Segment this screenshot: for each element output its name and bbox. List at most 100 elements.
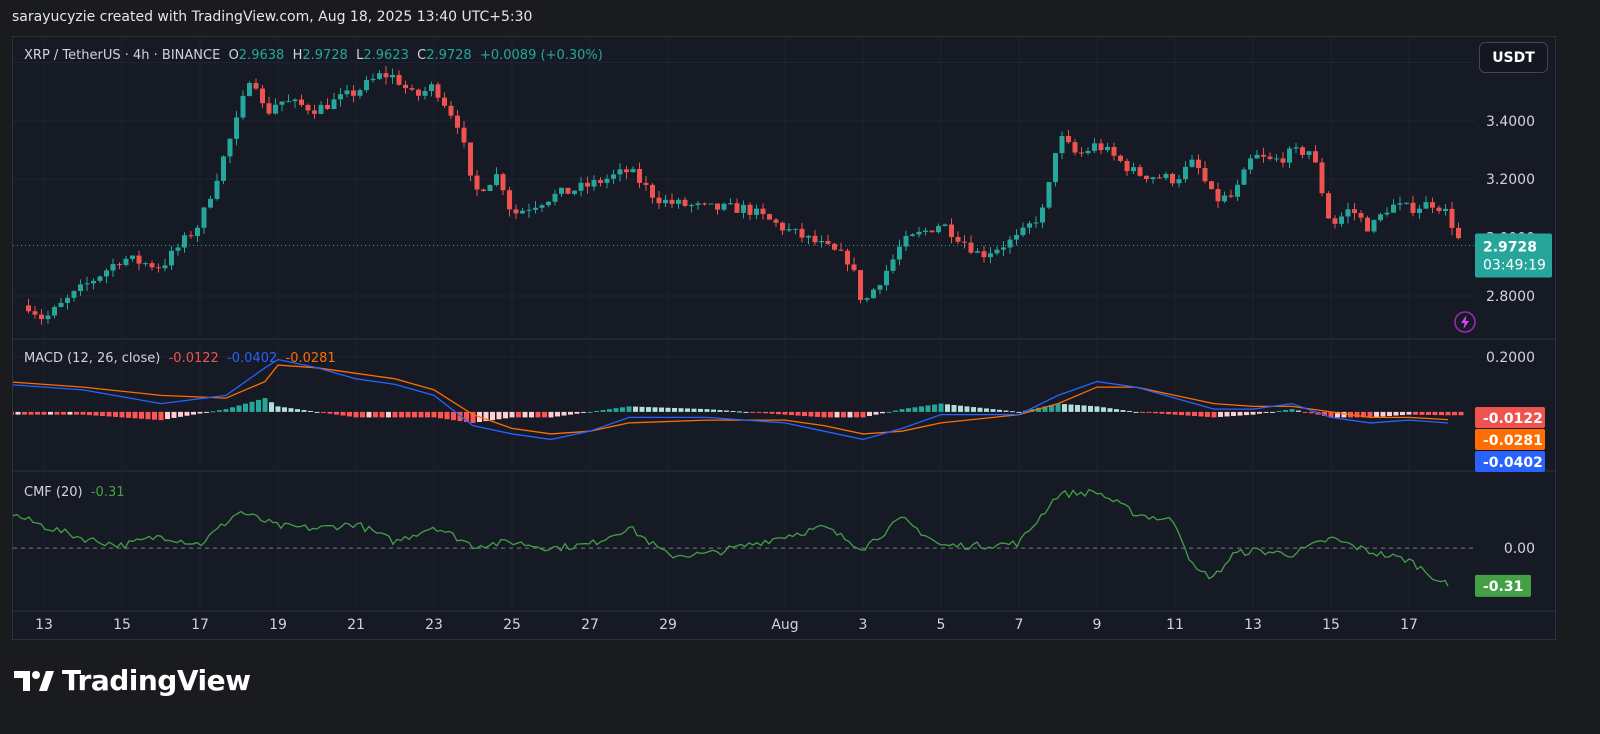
macd-histogram-bar	[880, 411, 885, 414]
macd-histogram-bar	[28, 411, 34, 415]
tradingview-brand[interactable]: TradingView	[14, 664, 251, 697]
macd-histogram-bar	[834, 411, 840, 418]
candle-body	[507, 190, 512, 210]
candle-body	[1040, 207, 1045, 223]
macd-histogram-bar	[1172, 411, 1178, 415]
macd-histogram-bar	[893, 410, 898, 412]
cmf-line	[13, 488, 1449, 587]
symbol-name: XRP / TetherUS · 4h · BINANCE	[24, 48, 221, 63]
macd-histogram-bar	[210, 411, 216, 413]
macd-histogram-bar	[1211, 411, 1217, 418]
macd-histogram-bar	[431, 411, 437, 418]
macd-histogram-bar	[1140, 411, 1145, 413]
candle-body	[201, 207, 207, 228]
time-axis-label: 3	[859, 617, 868, 633]
macd-histogram-bar	[860, 411, 866, 418]
macd-signal-badge	[1475, 429, 1545, 450]
candle-body	[910, 234, 915, 236]
macd-histogram-bar	[1010, 411, 1015, 413]
ohlc-close-label: C	[417, 48, 427, 63]
macd-histogram-bar	[899, 409, 905, 412]
candle-body	[786, 229, 792, 231]
candle-body	[1248, 158, 1253, 170]
candle-body	[1274, 158, 1279, 160]
macd-histogram-bar	[945, 404, 950, 412]
macd-histogram-bar	[13, 411, 14, 415]
candle-body	[182, 235, 187, 248]
candle-body	[819, 240, 824, 243]
macd-histogram-bar	[1393, 411, 1399, 416]
candle-body	[39, 314, 44, 320]
macd-histogram-bar	[1146, 411, 1152, 413]
candle-body	[1241, 169, 1247, 185]
macd-histogram-bar	[171, 411, 177, 418]
candle-body	[1085, 150, 1091, 154]
currency-button[interactable]: USDT	[1479, 42, 1548, 73]
candle-body	[383, 73, 389, 78]
candle-body	[1345, 209, 1351, 217]
macd-line	[13, 358, 1449, 441]
macd-histogram-bar	[1179, 411, 1184, 416]
macd-histogram-bar	[535, 411, 541, 418]
candle-body	[552, 193, 558, 202]
candle-body	[266, 103, 272, 114]
candle-body	[1111, 146, 1117, 156]
candle-body	[793, 228, 798, 230]
macd-histogram-bar	[275, 406, 281, 412]
macd-histogram-bar	[360, 411, 365, 418]
macd-histogram-bar	[802, 411, 807, 417]
macd-histogram-bar	[587, 411, 593, 413]
macd-histogram-bar	[1101, 407, 1106, 412]
macd-histogram-bar	[808, 411, 814, 417]
macd-histogram-bar	[1335, 411, 1340, 418]
candle-body	[741, 204, 746, 213]
price-axis-label: 2.8000	[1486, 289, 1535, 305]
macd-histogram-group	[13, 398, 1464, 423]
price-axis-label: 3.2000	[1486, 172, 1535, 188]
macd-histogram-bar	[113, 411, 118, 417]
candle-body	[455, 115, 460, 128]
candle-body	[279, 101, 285, 105]
macd-histogram-bar	[1387, 411, 1392, 417]
candle-body	[533, 207, 538, 210]
time-axis-label: 27	[581, 617, 599, 633]
candle-body	[884, 270, 889, 286]
candle-body	[422, 90, 428, 96]
macd-histogram-bar	[314, 411, 320, 413]
candle-body	[994, 249, 1000, 254]
candle-body	[546, 201, 551, 206]
macd-histogram-bar	[386, 411, 391, 418]
macd-histogram-bar	[685, 408, 690, 412]
chart-canvas[interactable]: 3.60003.40003.20002.80003.00002.972803:4…	[13, 37, 1555, 639]
macd-histogram-bar	[269, 402, 274, 412]
candle-body	[806, 235, 811, 238]
candle-body	[1066, 136, 1071, 143]
macd-histogram-bar	[425, 411, 430, 418]
macd-histogram-bar	[119, 411, 125, 418]
candle-body	[663, 199, 668, 204]
candle-body	[871, 289, 876, 299]
macd-histogram-bar	[327, 411, 333, 414]
candle-body	[299, 99, 304, 105]
candle-body	[1423, 202, 1429, 209]
macd-histogram-bar	[912, 407, 918, 412]
macd-histogram-bar	[405, 411, 411, 418]
macd-histogram-bar	[756, 411, 762, 413]
candle-body	[461, 127, 467, 143]
lightning-icon[interactable]	[1454, 311, 1476, 333]
panel-background	[13, 37, 1555, 339]
macd-histogram-bar	[633, 406, 638, 412]
macd-histogram-bar	[828, 411, 833, 418]
candle-body	[403, 84, 408, 89]
candle-body	[1209, 181, 1214, 190]
macd-histogram-bar	[646, 407, 651, 412]
macd-histogram-bar	[1088, 405, 1093, 412]
macd-histogram-value: -0.0122	[168, 351, 219, 366]
macd-histogram-bar	[74, 411, 79, 415]
macd-signal-value: -0.0281	[285, 351, 336, 366]
candle-body	[312, 110, 317, 114]
chart-frame[interactable]: 3.60003.40003.20002.80003.00002.972803:4…	[12, 36, 1556, 640]
candle-body	[1332, 218, 1338, 224]
macd-histogram-bar	[152, 411, 157, 420]
time-axis-label: 17	[191, 617, 209, 633]
